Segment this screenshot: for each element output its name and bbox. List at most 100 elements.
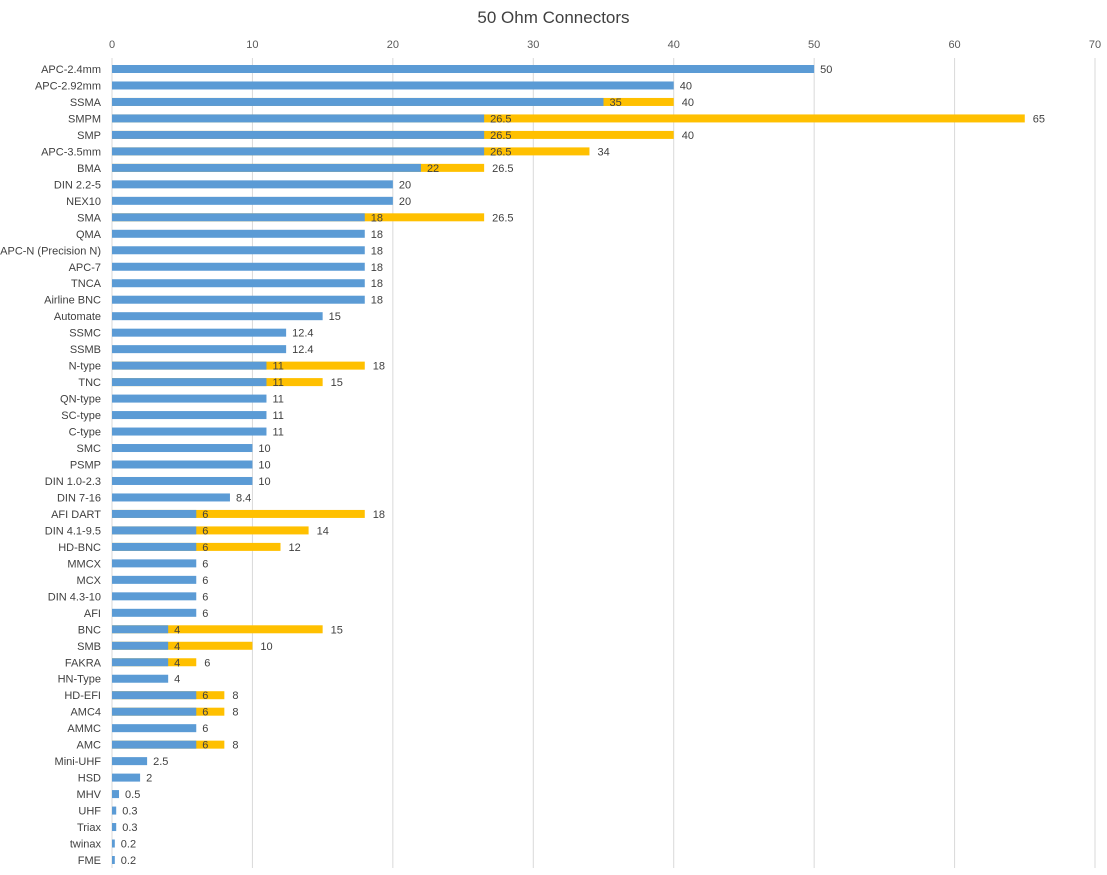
bar-min xyxy=(112,378,267,387)
data-label-max: 8 xyxy=(232,707,238,719)
data-label-min: 35 xyxy=(610,97,622,109)
bar-min xyxy=(112,229,365,238)
category-label: APC-2.4mm xyxy=(41,64,101,76)
category-label: DIN 4.1-9.5 xyxy=(45,525,101,537)
category-label: SMB xyxy=(77,641,101,653)
bar-min xyxy=(112,427,267,436)
bar-min xyxy=(112,394,267,403)
bar-min xyxy=(112,592,197,601)
data-label-min: 18 xyxy=(371,295,383,307)
category-label: SSMA xyxy=(70,97,102,109)
bar-min xyxy=(112,542,197,551)
data-label-min: 6 xyxy=(202,575,208,587)
bar-min xyxy=(112,213,365,222)
data-label-min: 26.5 xyxy=(490,146,511,158)
bar-min xyxy=(112,328,287,337)
category-label: AFI DART xyxy=(51,509,101,521)
data-label-min: 0.3 xyxy=(122,806,137,818)
bar-min xyxy=(112,295,365,304)
category-label: AFI xyxy=(84,608,101,620)
data-label-min: 10 xyxy=(258,460,270,472)
bar-min xyxy=(112,147,485,156)
x-tick-label: 30 xyxy=(527,39,539,51)
data-label-max: 40 xyxy=(682,97,694,109)
bar-min xyxy=(112,81,674,90)
data-label-min: 6 xyxy=(202,542,208,554)
data-label-min: 11 xyxy=(272,394,283,406)
data-label-max: 15 xyxy=(331,624,343,636)
category-label: MMCX xyxy=(67,558,101,570)
bar-min xyxy=(112,856,115,864)
x-tick-label: 10 xyxy=(246,39,258,51)
data-label-min: 50 xyxy=(820,64,832,76)
category-label: AMC xyxy=(77,740,102,752)
data-label-max: 6 xyxy=(204,657,210,669)
bar-min xyxy=(112,641,169,650)
category-label: APC-N (Precision N) xyxy=(0,245,101,257)
category-label: MHV xyxy=(77,789,102,801)
data-label-min: 18 xyxy=(371,212,383,224)
data-label-min: 26.5 xyxy=(490,113,511,125)
bar-min xyxy=(112,823,117,832)
x-tick-label: 50 xyxy=(808,39,820,51)
chart-title: 50 Ohm Connectors xyxy=(477,8,630,27)
data-label-max: 40 xyxy=(682,130,694,142)
bar-min xyxy=(112,65,815,73)
data-label-min: 4 xyxy=(174,624,180,636)
category-label: HN-Type xyxy=(58,674,101,686)
category-label: FAKRA xyxy=(65,657,102,669)
data-label-min: 11 xyxy=(272,410,283,422)
bar-min xyxy=(112,493,230,502)
category-label: TNCA xyxy=(71,278,102,290)
bar-min xyxy=(112,279,365,288)
category-label: FME xyxy=(78,855,101,867)
x-tick-label: 0 xyxy=(109,39,115,51)
bar-min xyxy=(112,790,120,799)
data-label-min: 18 xyxy=(371,229,383,241)
bar-min xyxy=(112,806,117,815)
bar-min xyxy=(112,691,197,700)
category-label: SSMB xyxy=(70,344,101,356)
category-label: BMA xyxy=(77,163,102,175)
category-label: C-type xyxy=(69,427,101,439)
category-label: DIN 1.0-2.3 xyxy=(45,476,101,488)
bar-min xyxy=(112,707,197,716)
bar-min xyxy=(112,114,485,123)
data-label-max: 34 xyxy=(597,146,609,158)
category-label: QMA xyxy=(76,229,102,241)
data-label-max: 8 xyxy=(232,690,238,702)
data-label-min: 15 xyxy=(329,311,341,323)
bar-min xyxy=(112,658,169,667)
data-label-min: 6 xyxy=(202,690,208,702)
bar-min xyxy=(112,608,197,617)
category-label: APC-7 xyxy=(69,262,101,274)
bar-min xyxy=(112,839,115,848)
category-label: APC-3.5mm xyxy=(41,146,101,158)
category-label: HSD xyxy=(78,773,101,785)
bar-min xyxy=(112,97,604,106)
bar-min xyxy=(112,526,197,535)
category-label: DIN 4.3-10 xyxy=(48,591,101,603)
category-label: APC-2.92mm xyxy=(35,80,101,92)
bar-min xyxy=(112,575,197,584)
data-label-min: 4 xyxy=(174,657,180,669)
data-label-min: 6 xyxy=(202,723,208,735)
category-label: SSMC xyxy=(69,328,101,340)
x-tick-label: 70 xyxy=(1089,39,1101,51)
data-label-min: 12.4 xyxy=(292,344,313,356)
data-label-min: 2.5 xyxy=(153,756,168,768)
bar-min xyxy=(112,312,323,321)
category-label: HD-BNC xyxy=(58,542,101,554)
data-label-min: 11 xyxy=(272,377,283,389)
data-label-max: 18 xyxy=(373,509,385,521)
bar-max xyxy=(112,114,1025,123)
category-label: BNC xyxy=(78,624,101,636)
category-label: SMA xyxy=(77,212,102,224)
data-label-min: 22 xyxy=(427,163,439,175)
category-label: Automate xyxy=(54,311,101,323)
bar-min xyxy=(112,345,287,354)
data-label-min: 6 xyxy=(202,509,208,521)
category-label: HD-EFI xyxy=(64,690,101,702)
x-tick-label: 20 xyxy=(387,39,399,51)
